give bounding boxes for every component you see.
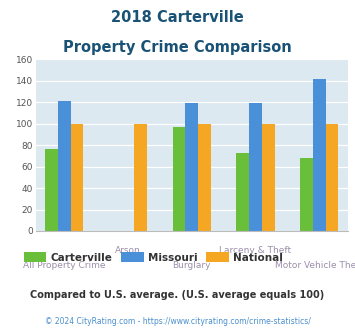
Bar bbox=[58, 101, 71, 231]
Text: 2018 Carterville: 2018 Carterville bbox=[111, 10, 244, 25]
Bar bbox=[198, 124, 211, 231]
Bar bbox=[134, 124, 147, 231]
Text: Larceny & Theft: Larceny & Theft bbox=[219, 246, 291, 255]
Bar bbox=[71, 124, 83, 231]
Bar bbox=[173, 127, 185, 231]
Bar bbox=[313, 79, 326, 231]
Bar bbox=[45, 149, 58, 231]
Bar bbox=[185, 103, 198, 231]
Text: Compared to U.S. average. (U.S. average equals 100): Compared to U.S. average. (U.S. average … bbox=[31, 290, 324, 300]
Bar bbox=[262, 124, 274, 231]
Bar bbox=[326, 124, 338, 231]
Text: Property Crime Comparison: Property Crime Comparison bbox=[63, 40, 292, 54]
Bar bbox=[300, 158, 313, 231]
Text: © 2024 CityRating.com - https://www.cityrating.com/crime-statistics/: © 2024 CityRating.com - https://www.city… bbox=[45, 317, 310, 326]
Bar bbox=[236, 153, 249, 231]
Text: Arson: Arson bbox=[115, 246, 141, 255]
Text: Burglary: Burglary bbox=[173, 261, 211, 270]
Bar bbox=[249, 103, 262, 231]
Legend: Carterville, Missouri, National: Carterville, Missouri, National bbox=[20, 248, 287, 267]
Text: All Property Crime: All Property Crime bbox=[23, 261, 105, 270]
Text: Motor Vehicle Theft: Motor Vehicle Theft bbox=[275, 261, 355, 270]
